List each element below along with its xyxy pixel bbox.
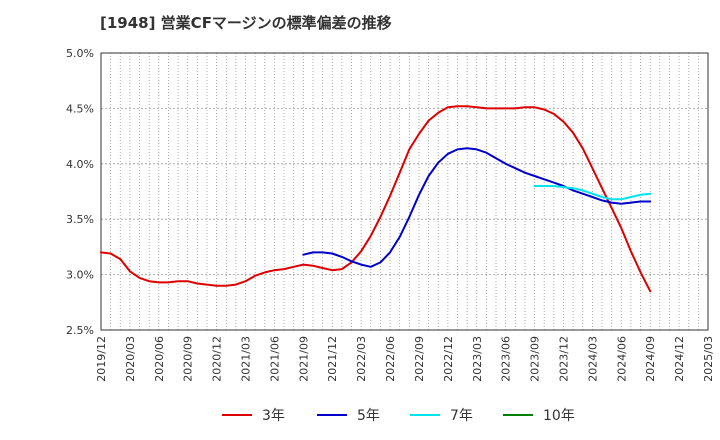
- x-tick-label: 2021/06: [268, 336, 281, 382]
- legend-label-7y: 7年: [450, 408, 473, 424]
- x-tick-label: 2020/12: [211, 336, 224, 382]
- x-tick-label: 2023/09: [529, 336, 542, 382]
- plot-area: [101, 53, 708, 330]
- y-tick-label: 3.5%: [66, 213, 94, 226]
- x-tick-label: 2022/06: [384, 336, 397, 382]
- y-tick-label: 4.5%: [66, 102, 94, 115]
- y-tick-label: 2.5%: [66, 324, 94, 337]
- x-tick-label: 2023/06: [500, 336, 513, 382]
- x-tick-label: 2019/12: [95, 336, 108, 382]
- series-line-2: [533, 185, 652, 201]
- legend-swatch-7y: [410, 414, 440, 416]
- x-tick-label: 2024/03: [586, 336, 599, 382]
- legend-item-5y: 5年: [317, 402, 380, 428]
- x-tick-label: 2020/03: [124, 336, 137, 382]
- y-tick-label: 3.0%: [66, 269, 94, 282]
- y-tick-label: 5.0%: [66, 47, 94, 60]
- legend-swatch-10y: [503, 414, 533, 416]
- x-tick-label: 2022/12: [442, 336, 455, 382]
- legend-label-10y: 10年: [543, 408, 575, 424]
- x-tick-label: 2024/12: [673, 336, 686, 382]
- legend-swatch-5y: [317, 414, 347, 416]
- series-line-0: [100, 105, 652, 293]
- legend-item-3y: 3年: [222, 402, 285, 428]
- chart-title: [1948] 営業CFマージンの標準偏差の推移: [100, 14, 392, 32]
- x-tick-label: 2024/09: [644, 336, 657, 382]
- x-tick-label: 2021/09: [297, 336, 310, 382]
- x-tick-label: 2020/06: [153, 336, 166, 382]
- x-tick-label: 2021/12: [326, 336, 339, 382]
- y-tick-label: 4.0%: [66, 158, 94, 171]
- x-tick-label: 2022/09: [413, 336, 426, 382]
- legend-item-7y: 7年: [410, 402, 473, 428]
- plot-frame: [100, 52, 709, 331]
- legend-item-10y: 10年: [503, 402, 575, 428]
- x-tick-label: 2025/03: [702, 336, 715, 382]
- legend-swatch-3y: [222, 414, 252, 416]
- x-tick-label: 2022/03: [355, 336, 368, 382]
- legend-label-5y: 5年: [357, 408, 380, 424]
- legend-label-3y: 3年: [262, 408, 285, 424]
- x-tick-label: 2023/03: [471, 336, 484, 382]
- x-tick-label: 2021/03: [240, 336, 253, 382]
- x-tick-label: 2023/12: [557, 336, 570, 382]
- legend: 3年 5年 7年 10年: [0, 402, 720, 428]
- series-line-1: [302, 147, 652, 268]
- x-tick-label: 2020/09: [182, 336, 195, 382]
- x-tick-label: 2024/06: [615, 336, 628, 382]
